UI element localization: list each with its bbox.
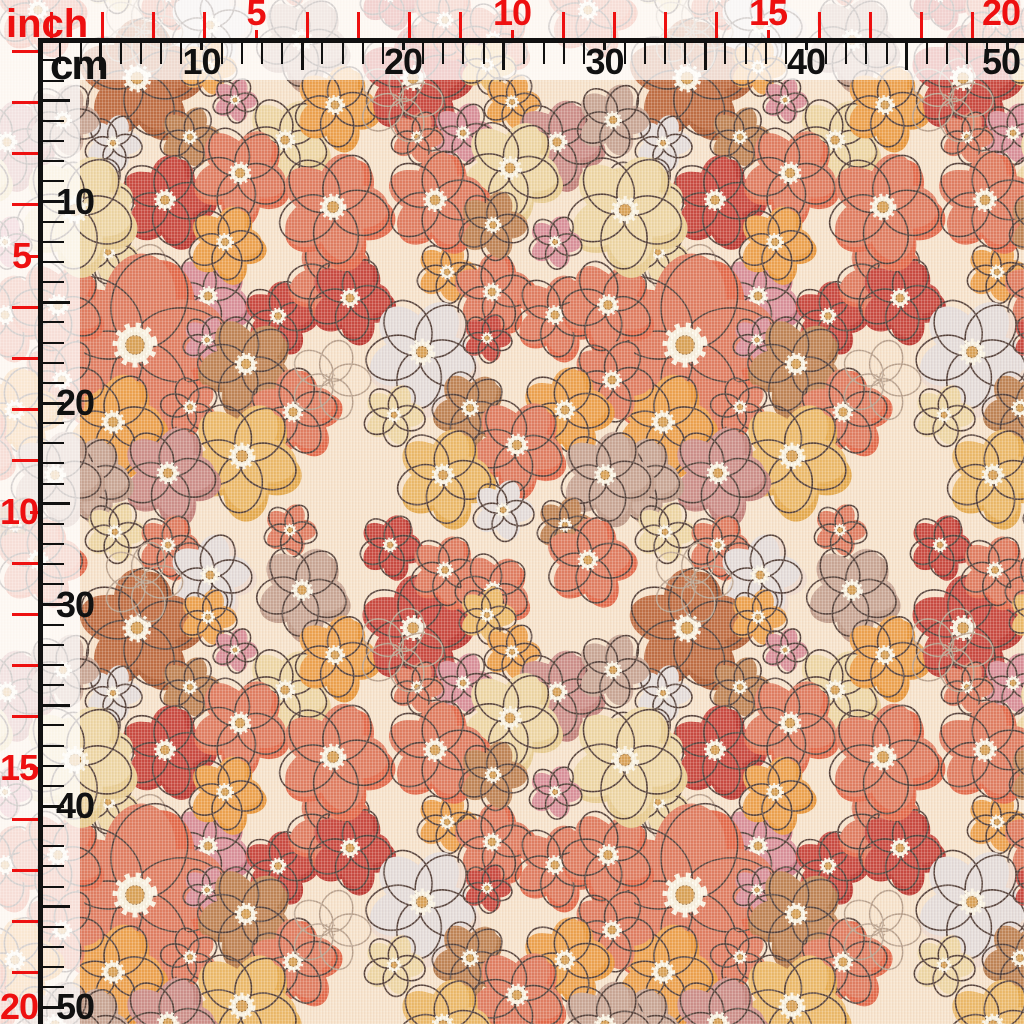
- fade-band-top: [0, 0, 1024, 80]
- fade-band-left: [0, 80, 80, 1024]
